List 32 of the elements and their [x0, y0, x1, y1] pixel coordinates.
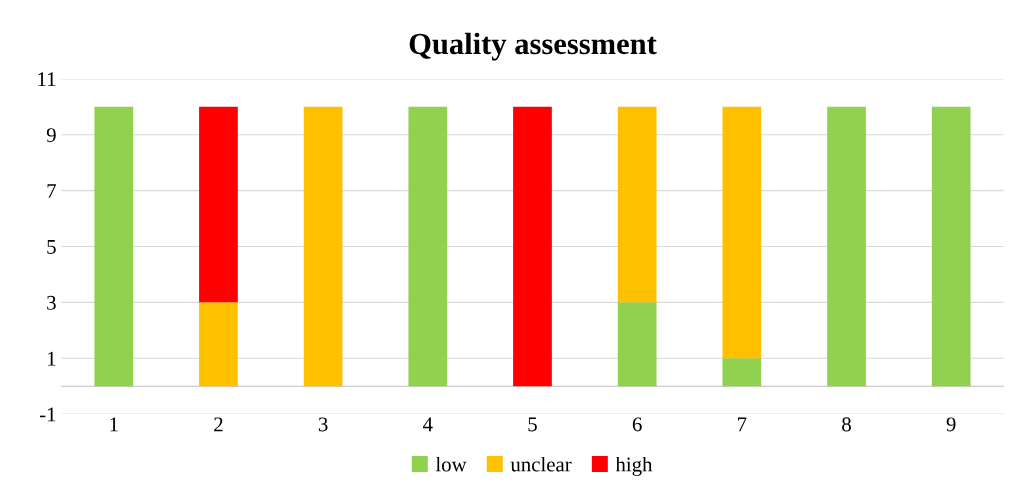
bar	[617, 106, 657, 303]
bar	[303, 106, 343, 387]
legend-label: low	[435, 456, 467, 472]
bar	[94, 106, 134, 387]
y-tick-label: 5	[47, 240, 56, 254]
bar	[199, 106, 238, 303]
y-tick-label: 11	[38, 72, 56, 87]
legend-label: unclear	[510, 456, 572, 472]
x-tick-label: 6	[632, 417, 642, 432]
x-tick-label: 8	[842, 417, 851, 432]
bar	[722, 358, 762, 387]
bar	[827, 106, 866, 387]
y-tick-label: -1	[40, 407, 56, 422]
y-tick-label: 9	[46, 128, 56, 143]
y-tick-label: 7	[47, 184, 56, 198]
chart-title: Quality assessment	[409, 32, 657, 61]
bar	[931, 106, 971, 387]
bar	[408, 106, 448, 387]
y-tick-label: 1	[47, 351, 56, 366]
x-tick-label: 5	[528, 417, 537, 432]
x-tick-label: 3	[318, 417, 328, 432]
bar	[199, 302, 238, 387]
bar	[722, 106, 762, 359]
x-tick-label: 7	[738, 417, 747, 432]
bar	[513, 106, 552, 387]
x-tick-label: 1	[110, 417, 118, 432]
x-tick-label: 4	[423, 417, 433, 432]
bar	[617, 302, 657, 387]
x-tick-label: 9	[946, 417, 956, 432]
x-tick-label: 2	[214, 417, 223, 432]
y-tick-label: 3	[47, 295, 56, 310]
legend-label: high	[615, 456, 653, 476]
